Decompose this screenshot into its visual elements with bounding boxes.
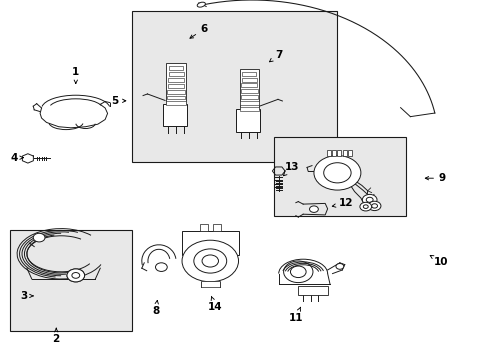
Bar [273,137,405,216]
Bar [241,84,257,87]
Bar [240,95,258,99]
Text: 11: 11 [288,307,303,323]
Bar [166,63,185,105]
Text: 8: 8 [152,300,159,316]
Text: 2: 2 [53,328,60,344]
Circle shape [155,263,167,271]
Text: 3: 3 [20,291,33,301]
Bar [163,104,186,126]
Bar [201,281,219,287]
Circle shape [335,264,343,269]
Circle shape [182,240,238,282]
Circle shape [367,201,380,211]
Bar [326,150,330,156]
Bar [241,89,257,93]
Bar [331,150,335,156]
Circle shape [67,269,84,282]
Bar [166,95,185,99]
Circle shape [323,163,350,183]
Bar [169,66,183,70]
Circle shape [371,204,377,208]
Bar [168,72,183,76]
Circle shape [33,233,45,242]
Text: 6: 6 [189,24,207,38]
Bar [200,224,207,231]
Bar [236,109,260,132]
Circle shape [313,156,360,190]
Bar [298,286,327,295]
Text: 12: 12 [332,198,353,208]
Circle shape [363,205,367,208]
Ellipse shape [197,2,205,7]
Text: 10: 10 [429,255,447,267]
Text: 14: 14 [207,296,222,312]
Bar [342,150,346,156]
Bar [239,68,259,111]
Circle shape [202,255,218,267]
Circle shape [359,202,371,211]
Bar [239,107,259,111]
Bar [240,101,258,105]
Circle shape [72,273,80,278]
Text: 9: 9 [425,173,445,183]
Text: 7: 7 [269,50,282,62]
Text: 1: 1 [72,67,79,84]
Circle shape [283,261,312,283]
Text: 5: 5 [111,96,125,106]
Bar [347,150,351,156]
Bar [168,78,183,82]
Bar [242,72,256,76]
Circle shape [362,194,376,205]
Circle shape [72,273,79,278]
Circle shape [193,249,226,273]
Text: 4: 4 [10,153,23,163]
Bar [132,11,337,162]
Bar [167,90,184,94]
Bar [212,224,220,231]
Circle shape [309,206,318,212]
Bar [167,84,184,88]
Bar [166,102,185,105]
Circle shape [67,269,84,282]
Text: 13: 13 [283,162,299,176]
Circle shape [366,197,372,202]
Bar [182,231,238,255]
Circle shape [290,266,305,278]
Bar [10,230,132,331]
Bar [242,78,256,82]
Bar [337,150,341,156]
